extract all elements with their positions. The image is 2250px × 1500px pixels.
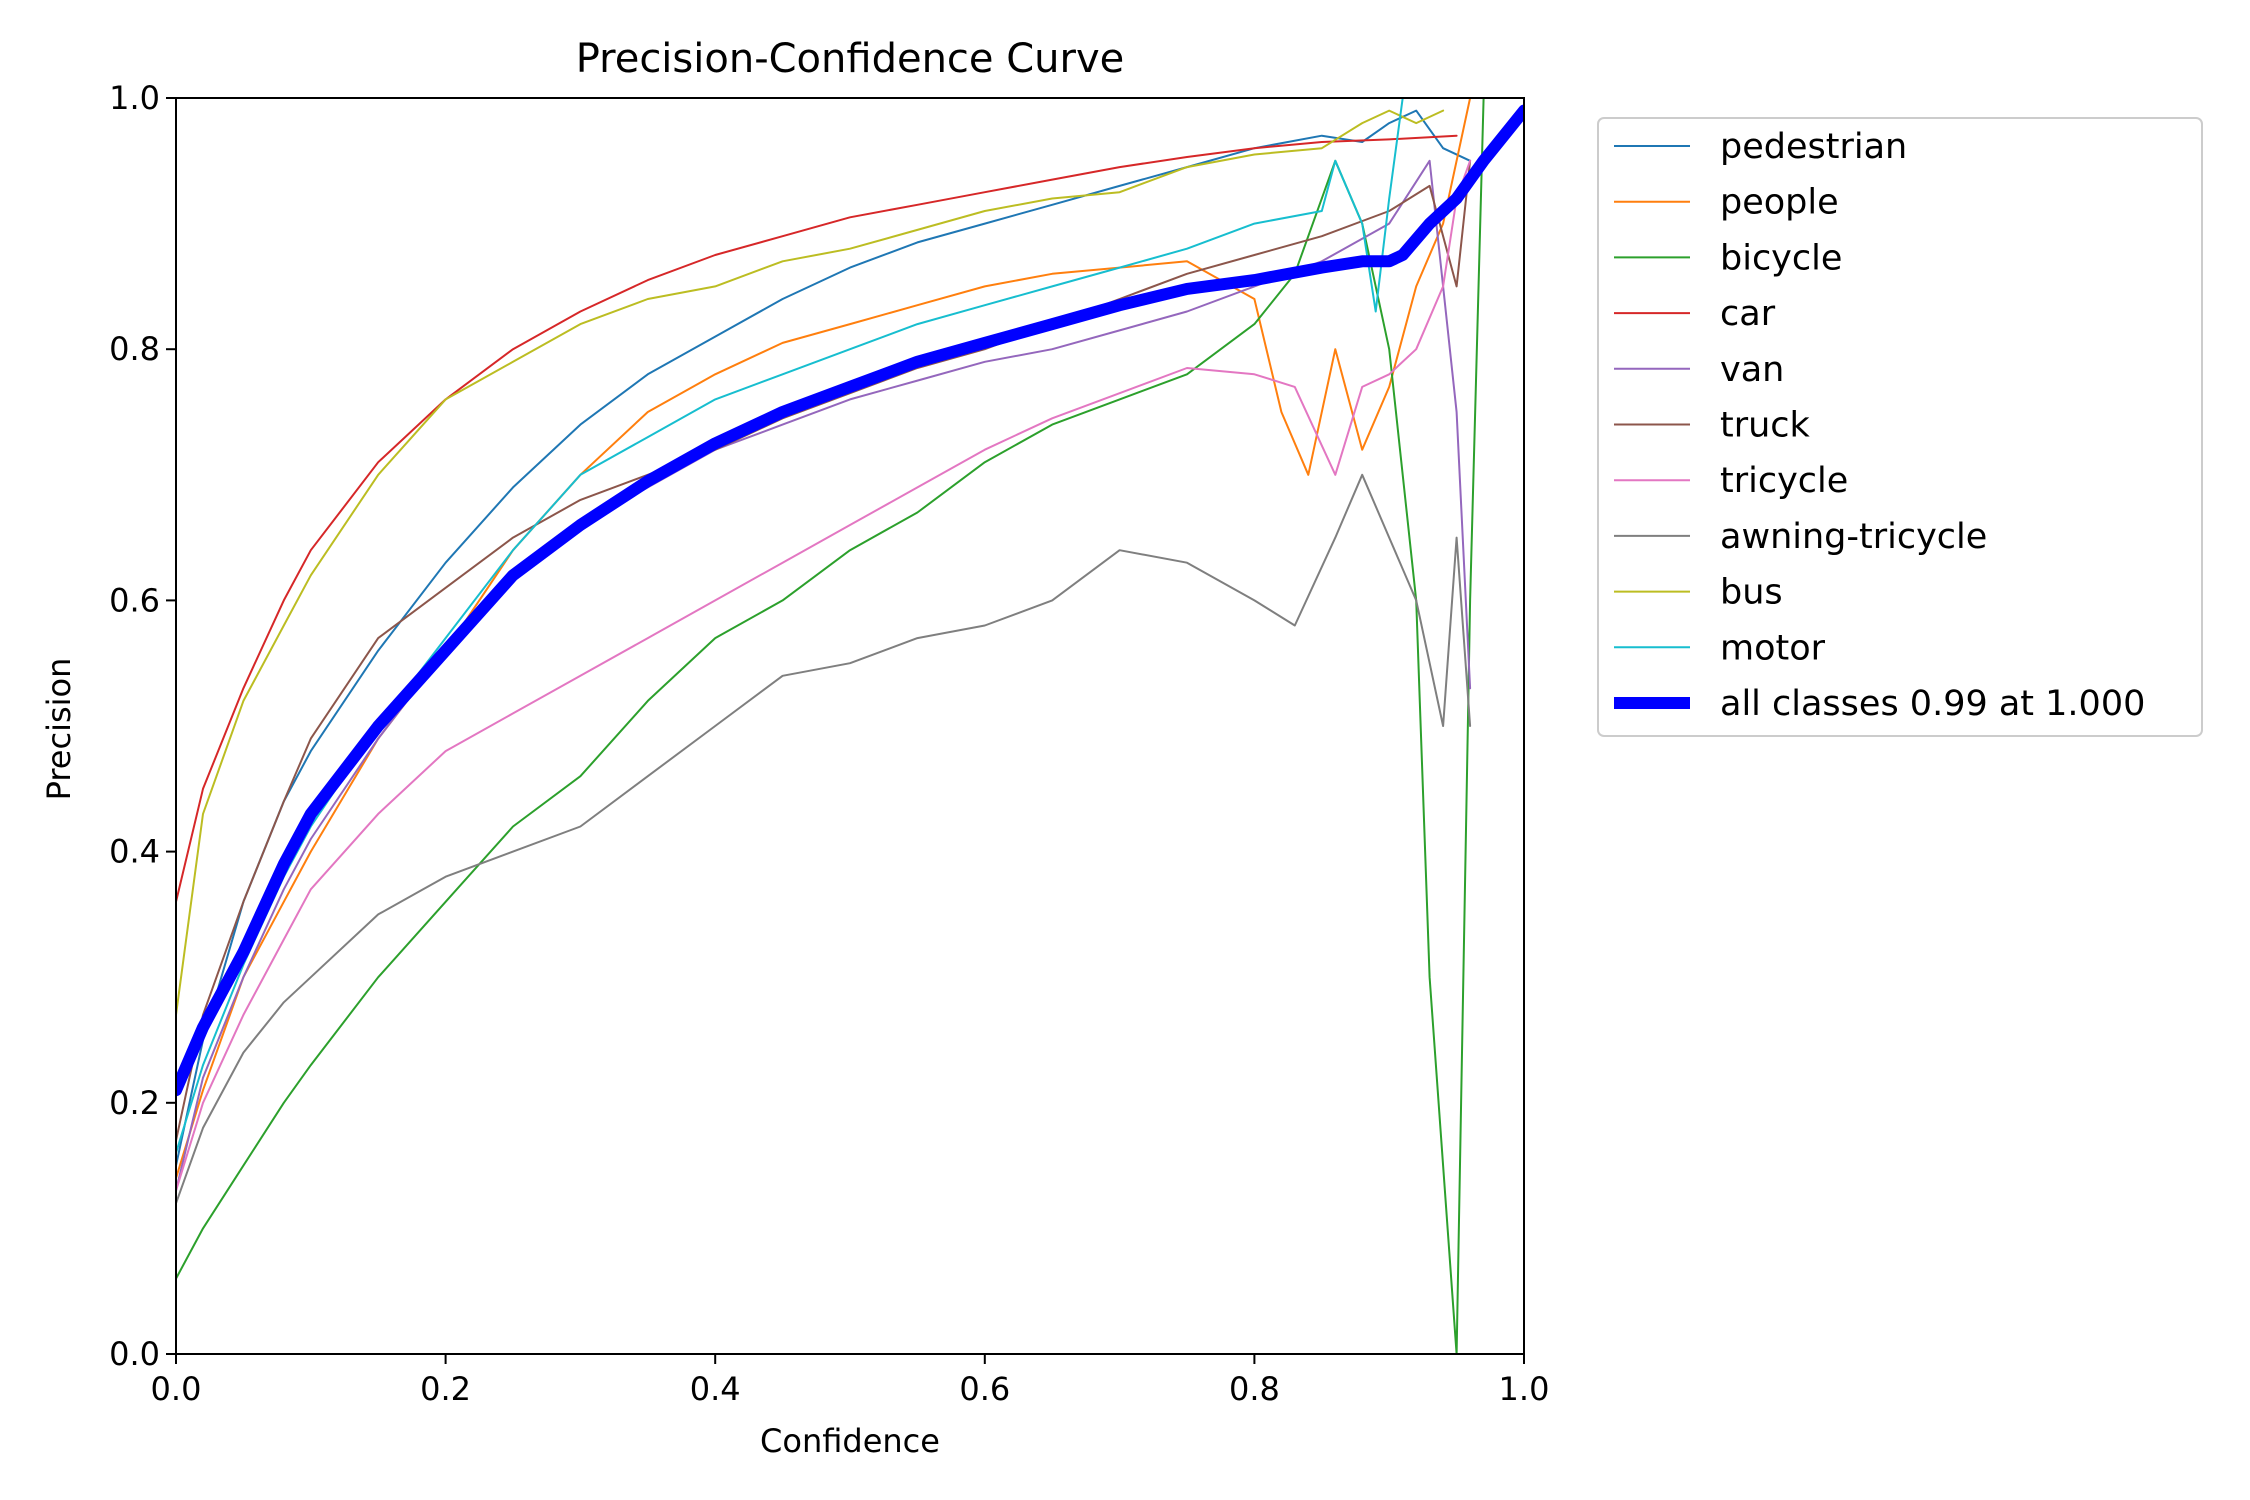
legend-label: awning-tricycle: [1720, 517, 1987, 557]
series-line-van: [176, 159, 1472, 1192]
series-line-people: [176, 97, 1472, 1180]
y-tick-label: 0.0: [109, 1335, 160, 1373]
series-line-truck: [176, 159, 1472, 1142]
x-tick-label: 0.4: [690, 1370, 741, 1408]
legend-label: bicycle: [1720, 238, 1842, 278]
y-tick-label: 0.4: [109, 833, 160, 871]
y-tick-label: 0.2: [109, 1084, 160, 1122]
y-tick-label: 0.6: [109, 581, 160, 619]
y-axis-title: Precision: [40, 658, 78, 801]
legend: pedestrian people bicycle car van truck tricyc…: [1597, 117, 2203, 737]
plot-frame: [175, 97, 1525, 1355]
legend-label: bus: [1720, 573, 1783, 613]
legend-label: tricycle: [1720, 461, 1848, 501]
x-tick-label: 0.0: [151, 1370, 202, 1408]
legend-label: truck: [1720, 406, 1811, 446]
series-line-motor: [176, 97, 1404, 1154]
x-axis: 0.0 0.2 0.4 0.6 0.8 1.0: [151, 1354, 1550, 1408]
series-line-bicycle: [176, 97, 1485, 1355]
series-line-car: [176, 134, 1458, 903]
x-tick-label: 0.6: [959, 1370, 1010, 1408]
x-tick-label: 0.2: [420, 1370, 471, 1408]
x-tick-label: 0.8: [1229, 1370, 1280, 1408]
series-line-awning-tricycle: [176, 473, 1472, 1205]
y-axis: 0.0 0.2 0.4 0.6 0.8 1.0: [109, 79, 176, 1373]
chart-title: Precision-Confidence Curve: [576, 36, 1125, 82]
plot-area: [176, 97, 1524, 1355]
legend-label: car: [1720, 294, 1776, 334]
legend-label: pedestrian: [1720, 127, 1907, 167]
x-axis-title: Confidence: [760, 1422, 940, 1460]
series-line-all: [176, 104, 1524, 1097]
legend-label: motor: [1720, 628, 1826, 668]
series-line-tricycle: [176, 159, 1472, 1192]
series-line-pedestrian: [176, 109, 1472, 1167]
y-tick-label: 0.8: [109, 330, 160, 368]
legend-label: van: [1720, 350, 1784, 390]
legend-label: people: [1720, 183, 1839, 223]
legend-box: [1597, 117, 2203, 737]
x-tick-label: 1.0: [1499, 1370, 1550, 1408]
series-line-bus: [176, 109, 1445, 1016]
legend-label: all classes 0.99 at 1.000: [1720, 684, 2145, 724]
y-tick-label: 1.0: [109, 79, 160, 117]
